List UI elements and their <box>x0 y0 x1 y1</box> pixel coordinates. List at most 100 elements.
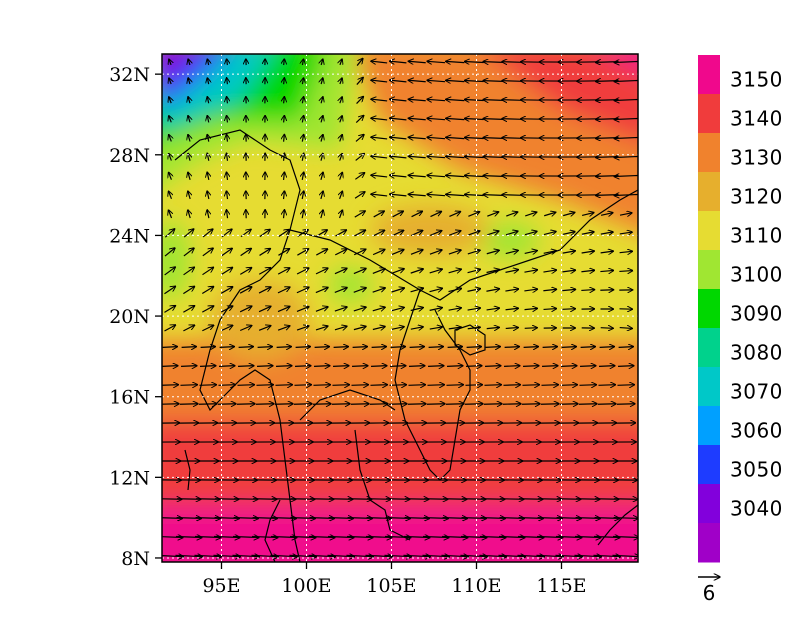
wind-arrow <box>429 327 442 329</box>
lon-tick-label: 105E <box>366 575 416 597</box>
wind-arrow <box>562 270 575 272</box>
wind-arrow <box>239 287 252 294</box>
wind-arrow <box>479 555 506 556</box>
wind-arrow <box>371 194 388 196</box>
wind-arrow <box>523 347 539 348</box>
wind-arrow <box>340 59 342 65</box>
wind-arrow <box>523 366 539 367</box>
wind-arrow <box>321 191 323 200</box>
wind-arrow <box>207 97 208 104</box>
wind-arrow <box>188 116 190 123</box>
wind-arrow <box>302 191 304 200</box>
wind-arrow <box>446 194 465 195</box>
wind-arrow <box>334 307 347 312</box>
wind-arrow <box>277 287 290 294</box>
wind-arrow <box>562 289 575 290</box>
wind-arrow <box>614 118 638 119</box>
wind-arrow <box>502 119 523 120</box>
wind-arrow <box>389 385 406 386</box>
wind-arrow <box>169 116 172 123</box>
wind-arrow <box>302 59 303 66</box>
wind-arrow <box>352 347 368 348</box>
wind-arrow <box>238 366 254 367</box>
wind-arrow <box>207 210 209 219</box>
lat-tick-label: 20N <box>109 306 150 328</box>
colorbar-swatch <box>698 484 720 524</box>
wind-arrow <box>390 156 407 158</box>
wind-arrow <box>390 137 407 139</box>
wind-arrow <box>446 137 465 138</box>
wind-arrow <box>188 210 190 219</box>
wind-arrow <box>183 306 194 313</box>
wind-arrow <box>302 116 303 123</box>
wind-arrow <box>505 308 519 310</box>
wind-arrow <box>618 366 634 367</box>
wind-arrow <box>614 80 638 81</box>
wind-arrow <box>403 536 430 537</box>
colorbar-swatch <box>698 367 720 407</box>
colorbar-swatch <box>698 289 720 329</box>
wind-arrow <box>600 290 613 291</box>
wind-arrow <box>619 251 633 252</box>
wind-arrow <box>427 175 446 176</box>
wind-arrow <box>502 157 523 158</box>
wind-arrow <box>428 347 444 348</box>
wind-arrow <box>352 366 368 367</box>
wind-arrow <box>372 288 386 293</box>
wind-arrow <box>502 195 523 196</box>
wind-arrow <box>372 307 385 311</box>
wind-arrow <box>614 175 638 176</box>
wind-arrow <box>612 536 638 537</box>
wind-arrow <box>251 536 278 537</box>
wind-arrow <box>502 138 523 139</box>
wind-arrow <box>371 366 387 367</box>
wind-arrow <box>169 78 171 85</box>
wind-arrow <box>181 366 197 367</box>
wind-arrow <box>464 118 484 119</box>
wind-arrow <box>446 175 465 176</box>
wind-arrow <box>467 250 480 254</box>
colorbar-swatch <box>698 94 720 134</box>
wind-arrow <box>207 191 209 200</box>
colorbar-label: 3080 <box>730 341 783 365</box>
wind-arrow <box>524 328 538 329</box>
colorbar-label: 3140 <box>730 107 783 131</box>
colorbar-swatch <box>698 328 720 368</box>
wind-arrow <box>427 385 444 386</box>
wind-arrow <box>227 116 228 123</box>
wind-arrow <box>468 212 479 217</box>
wind-arrow <box>448 288 462 291</box>
wind-arrow <box>220 306 233 313</box>
wind-arrow <box>169 153 172 161</box>
wind-arrow <box>483 176 503 177</box>
lat-tick-label: 32N <box>109 64 150 86</box>
wind-arrow <box>340 78 342 85</box>
wind-arrow <box>188 59 190 66</box>
wind-arrow <box>524 251 538 254</box>
wind-arrow <box>408 99 426 101</box>
wind-arrow <box>408 385 425 386</box>
wind-arrow <box>600 232 613 234</box>
wind-arrow <box>483 138 503 139</box>
wind-arrow <box>599 347 615 348</box>
wind-arrow <box>371 347 387 348</box>
wind-arrow <box>409 347 425 348</box>
wind-arrow <box>485 366 501 367</box>
wind-arrow <box>429 308 443 311</box>
wind-arrow <box>429 250 442 255</box>
wind-arrow <box>600 213 613 216</box>
wind-arrow <box>296 307 309 312</box>
wind-arrow <box>543 251 557 254</box>
plot-frame <box>161 53 639 563</box>
wind-arrow <box>220 287 233 294</box>
wind-arrow <box>200 347 216 348</box>
colorbar-label: 3050 <box>730 458 783 482</box>
wind-arrow <box>543 289 556 291</box>
wind-arrow <box>270 536 297 537</box>
wind-arrow <box>384 536 411 537</box>
wind-arrow <box>619 328 633 329</box>
colorbar-swatch <box>698 523 720 563</box>
wind-arrow <box>321 97 323 104</box>
wind-arrow <box>333 366 349 367</box>
colorbar-swatch <box>698 445 720 485</box>
